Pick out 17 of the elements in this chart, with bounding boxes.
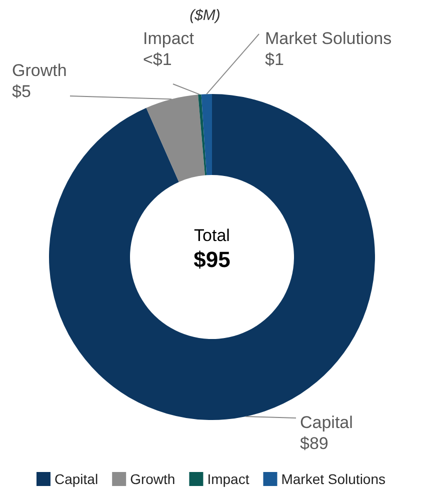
data-label: $89	[300, 434, 328, 453]
slice-label: Growth	[12, 61, 67, 80]
slice-label: Market Solutions	[265, 29, 392, 48]
legend-label: Market Solutions	[281, 471, 386, 487]
data-label: <$1	[143, 50, 172, 69]
legend-label: Growth	[130, 471, 176, 487]
chart-title: ($M)	[190, 7, 220, 24]
donut-slice	[201, 94, 212, 176]
donut-slice	[198, 94, 207, 176]
legend-label: Impact	[207, 471, 250, 487]
slice-label: Impact	[143, 29, 194, 48]
data-label: $5	[12, 82, 31, 101]
legend-label: Capital	[54, 471, 98, 487]
data-label: $1	[265, 50, 284, 69]
slice-label: Capital	[300, 413, 353, 432]
text: $95	[194, 247, 230, 272]
text: Total	[194, 226, 230, 245]
